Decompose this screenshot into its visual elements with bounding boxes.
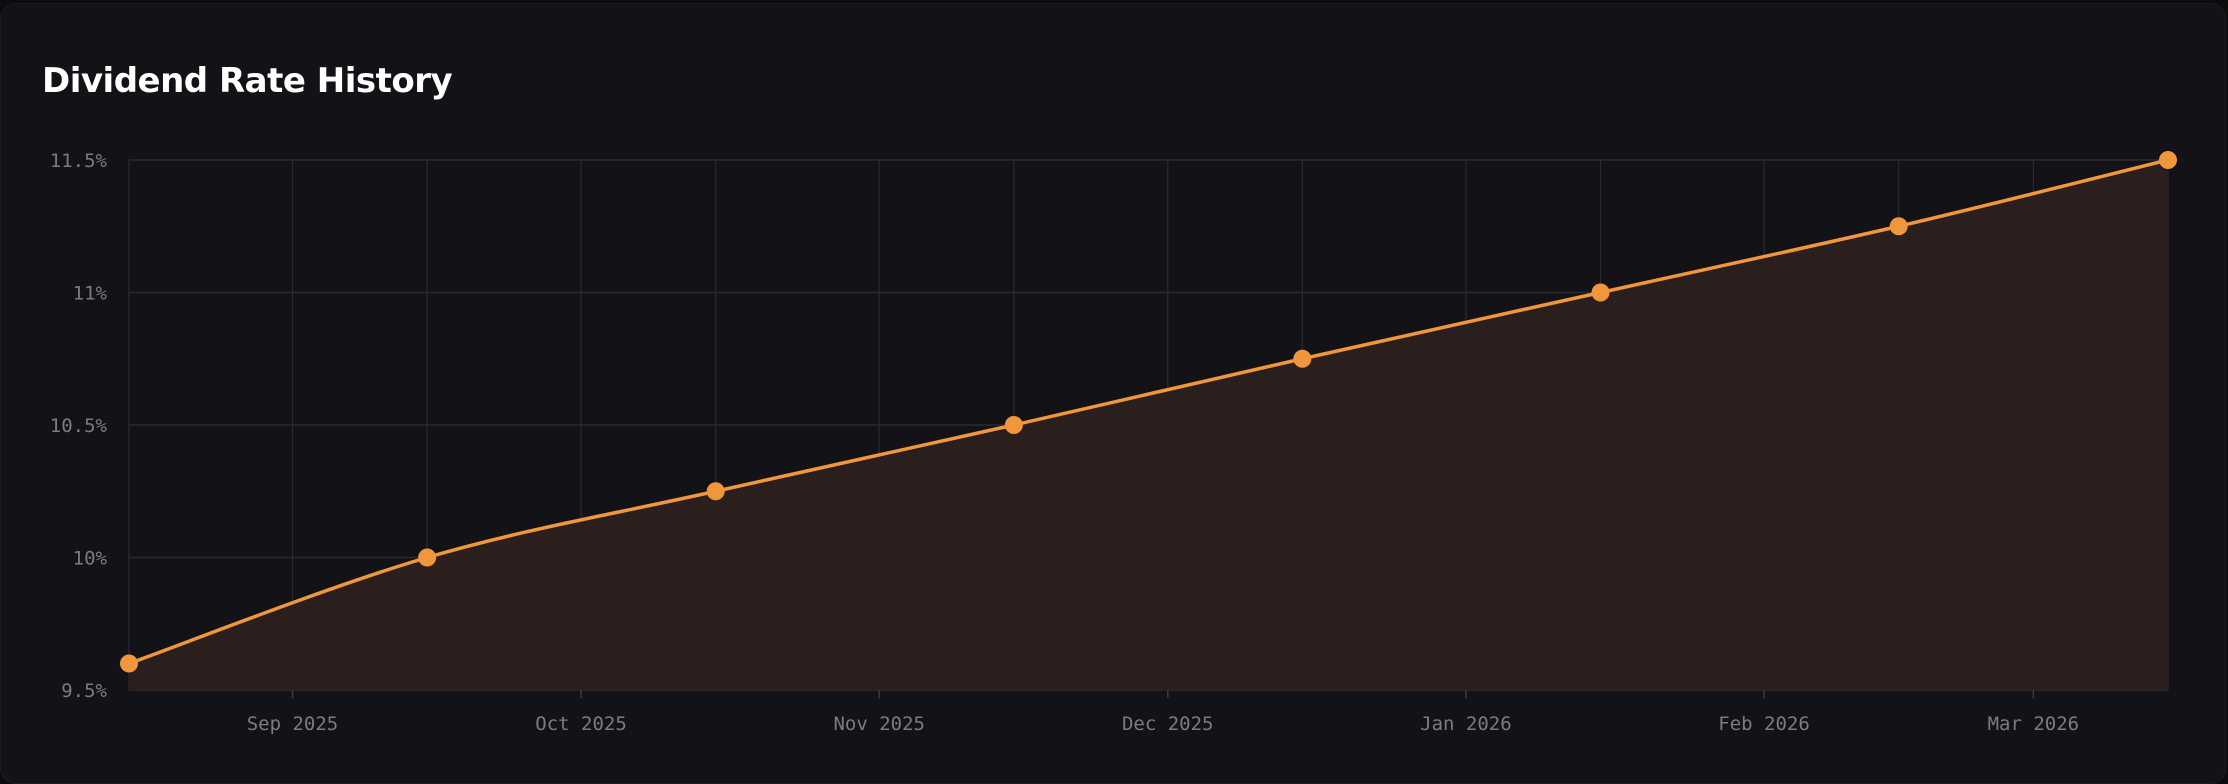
x-tick-label: Dec 2025 [1122,713,1214,735]
data-point[interactable] [706,482,725,501]
data-point[interactable] [1889,217,1908,236]
y-tick-label: 9.5% [61,680,107,702]
x-tick-label: Feb 2026 [1718,713,1810,735]
y-axis: 9.5% 10% 10.5% 11% 11.5% [50,150,108,702]
y-tick-label: 11.5% [50,150,108,172]
chart-title: Dividend Rate History [42,61,453,101]
x-tick-label: Oct 2025 [535,713,627,735]
data-point[interactable] [418,548,437,567]
y-tick-label: 10% [73,548,108,570]
area-fill [129,160,2168,690]
y-tick-label: 10.5% [50,415,108,437]
data-point[interactable] [1293,349,1312,368]
x-tick-label: Mar 2026 [1988,713,2080,735]
x-tick-label: Jan 2026 [1420,713,1512,735]
x-tick-label: Nov 2025 [833,713,925,735]
series-line [128,158,2169,666]
data-point[interactable] [120,654,138,673]
data-point[interactable] [1591,283,1610,302]
y-tick-label: 11% [73,283,108,305]
x-tick-label: Sep 2025 [247,713,339,735]
data-point[interactable] [1004,416,1023,434]
x-axis: Sep 2025 Oct 2025 Nov 2025 Dec 2025 Jan 2026… [247,690,2079,735]
data-point[interactable] [2159,151,2177,169]
data-points [120,151,2177,673]
